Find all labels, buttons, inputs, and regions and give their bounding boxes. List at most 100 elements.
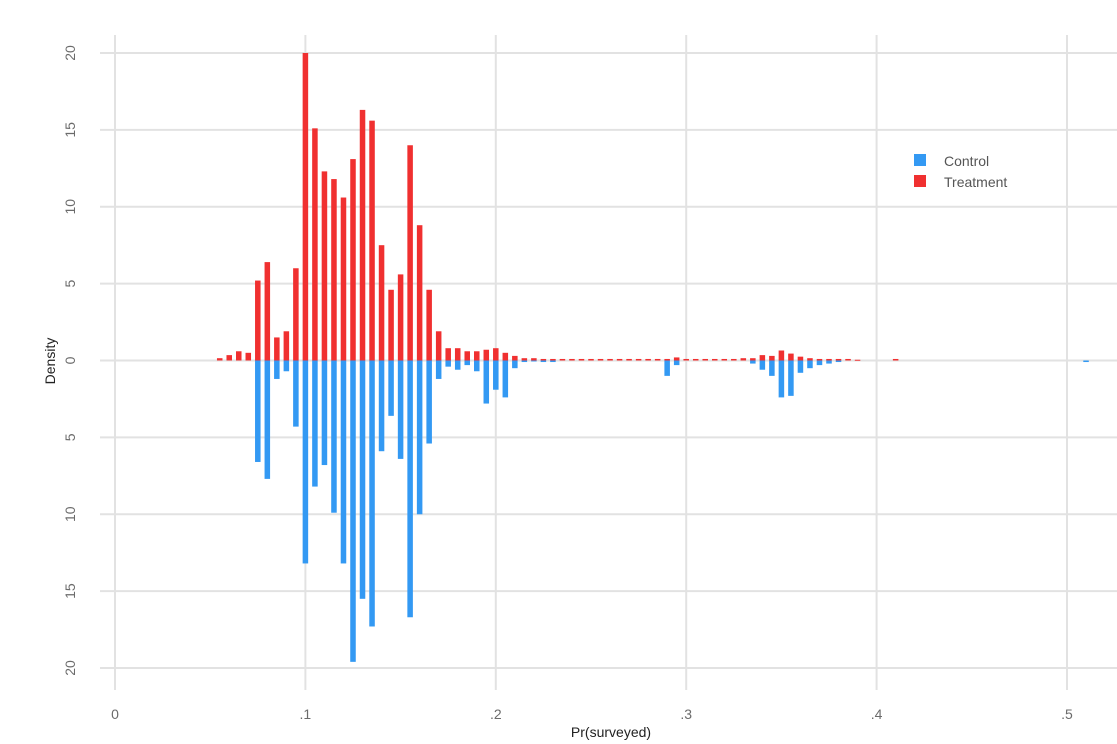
treatment-bar [531,358,537,361]
control-bar [769,360,775,376]
control-bar [550,360,556,363]
treatment-bar [216,358,223,361]
control-bar [502,360,509,398]
control-bar [426,360,432,444]
treatment-bar [854,359,861,361]
control-bar [350,360,356,662]
x-tick-label: 0 [111,706,119,722]
treatment-bar [388,289,394,361]
treatment-bar [597,358,604,361]
treatment-bar [835,358,842,361]
treatment-bar [473,351,480,361]
treatment-bar [331,179,337,361]
y-tick-label: 0 [62,356,78,364]
treatment-bar [255,280,261,361]
treatment-bar [426,289,432,361]
treatment-bar [235,351,242,361]
control-bar [816,360,823,366]
y-tick-label: 10 [62,506,78,522]
treatment-bar [588,358,594,361]
legend-label-treatment: Treatment [944,174,1007,190]
treatment-bar [512,355,518,361]
control-bar [283,360,290,372]
x-axis-title: Pr(surveyed) [571,724,651,740]
control-bar [454,360,461,370]
y-tick-label: 20 [62,45,78,61]
control-bar [835,360,842,363]
control-bar [378,360,385,452]
control-bar [397,360,404,459]
treatment-bar [740,358,747,361]
control-bar [1083,360,1089,363]
control-bar [312,360,318,487]
control-bar [483,360,490,404]
control-bar [797,360,804,373]
control-bar [826,360,832,364]
control-bar [388,360,394,416]
control-bar [673,360,680,366]
control-bar [473,360,480,372]
treatment-bar [645,358,651,361]
control-bar [321,360,328,466]
treatment-bar [321,171,328,361]
control-bar [416,360,423,515]
control-bar [264,360,271,479]
treatment-bar [759,355,766,361]
control-bar [340,360,347,564]
treatment-bar [521,358,528,361]
control-bar [255,360,261,462]
legend: Control Treatment [906,148,1028,193]
treatment-bar [750,358,756,361]
legend-swatch-control [914,154,926,166]
treatment-bar [559,358,566,361]
x-tick-label: .2 [490,706,502,722]
y-tick-label: 5 [62,433,78,441]
treatment-bar [797,356,804,361]
treatment-bar [293,268,299,361]
treatment-bar [711,358,718,361]
control-bar [521,360,528,363]
treatment-bar [378,245,385,361]
y-tick-label: 5 [62,280,78,288]
control-bar [331,360,337,513]
legend-box [906,148,1028,193]
treatment-bar [226,355,233,361]
treatment-bar [493,348,499,361]
control-bar [531,360,537,362]
treatment-bar [407,145,413,361]
y-tick-label: 15 [62,122,78,138]
control-bar [540,360,547,363]
control-bar [750,360,756,364]
treatment-bar [445,348,451,361]
control-bar [359,360,366,599]
treatment-bar [264,262,271,361]
treatment-bar [578,358,585,361]
control-bar [369,360,375,627]
treatment-bar [569,358,575,361]
y-tick-label: 20 [62,660,78,676]
control-bar [407,360,413,618]
treatment-bar [397,274,404,361]
treatment-bar [788,353,794,361]
treatment-bar [302,53,309,361]
treatment-bar [807,358,813,361]
treatment-bar [769,355,775,361]
treatment-bar [673,357,680,361]
control-bar [512,360,518,369]
control-bar [435,360,442,379]
control-bar [464,360,471,366]
treatment-bar [369,120,375,361]
x-tick-label: .3 [680,706,692,722]
grid-lines [100,35,1117,690]
treatment-bar [435,331,442,361]
y-tick-label: 15 [62,583,78,599]
treatment-bar [464,351,471,361]
treatment-bar [245,352,252,361]
treatment-bar [892,358,899,361]
control-bar [274,360,280,379]
treatment-bar [340,197,347,361]
control-bar [302,360,309,564]
treatment-bar [312,128,318,361]
control-bar [493,360,499,390]
